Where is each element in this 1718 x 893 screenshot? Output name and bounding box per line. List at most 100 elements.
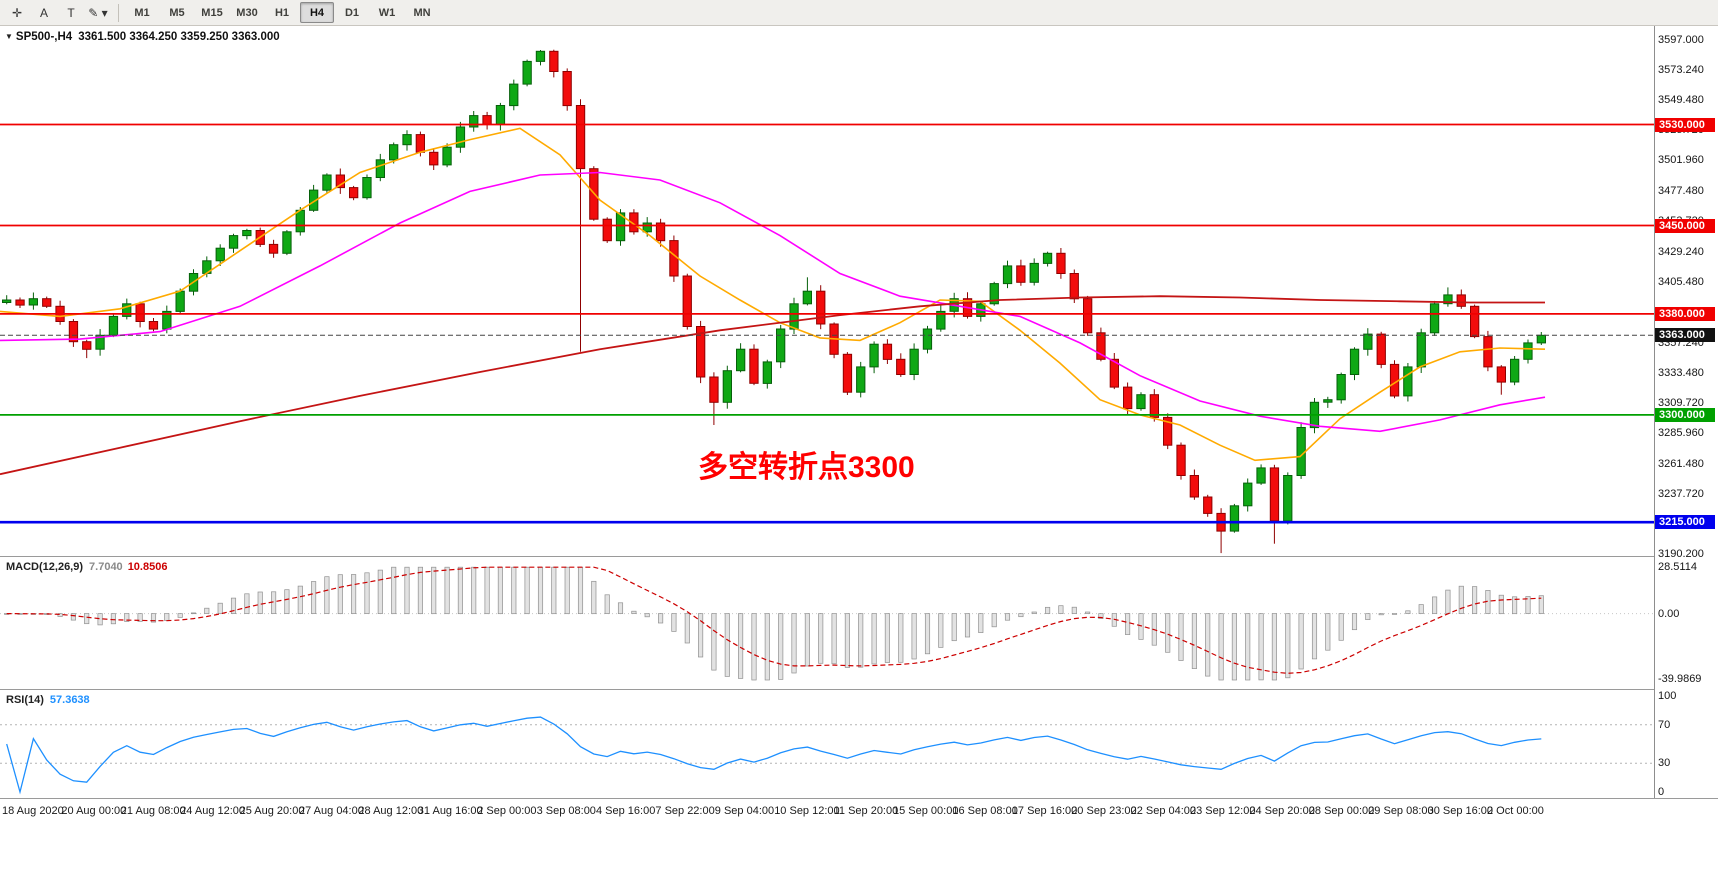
price-axis-label: -39.9869 xyxy=(1658,673,1702,685)
timeframe-button-m1[interactable]: M1 xyxy=(134,6,150,19)
timeframe-button-w1[interactable]: W1 xyxy=(378,6,396,19)
collapse-triangle-icon[interactable]: ▼ xyxy=(5,32,13,41)
panel-separator[interactable] xyxy=(0,798,1718,799)
ma-fast-orange[interactable] xyxy=(0,127,1546,462)
macd-histogram-bar xyxy=(1432,596,1438,614)
macd-histogram-bar xyxy=(204,607,210,614)
rsi-chart[interactable] xyxy=(0,690,1654,798)
macd-histogram-bar xyxy=(1351,613,1358,631)
macd-histogram-bar xyxy=(377,569,383,614)
candle-body xyxy=(2,299,12,303)
candle-body xyxy=(362,177,372,199)
text-box-button[interactable]: T xyxy=(67,5,75,20)
candle-body xyxy=(682,275,692,327)
candle-body xyxy=(242,230,252,237)
price-axis-label: 3429.240 xyxy=(1658,245,1704,258)
macd-histogram-bar xyxy=(1405,610,1411,614)
macd-histogram-bar xyxy=(137,613,143,622)
macd-histogram-bar xyxy=(644,613,650,618)
timeframe-button-mn[interactable]: MN xyxy=(413,6,431,19)
candle-body xyxy=(882,343,893,360)
candle-body xyxy=(736,348,746,372)
panel-separator[interactable] xyxy=(0,689,1718,690)
macd-histogram-bar xyxy=(190,612,197,615)
macd-histogram-bar xyxy=(658,613,664,624)
date-label: 21 Aug 08:00 xyxy=(120,805,186,817)
text-label-button[interactable]: A xyxy=(39,5,48,20)
price-axis[interactable]: 3597.0003573.2403549.4803525.7203501.960… xyxy=(1655,26,1718,798)
timeframe-button-h1[interactable]: H1 xyxy=(274,6,290,19)
candle-body xyxy=(122,303,132,317)
macd-histogram-bar xyxy=(110,613,116,625)
candle-body xyxy=(68,321,79,343)
date-label: 11 Sep 20:00 xyxy=(833,805,899,817)
draw-tools-button[interactable]: ✎ ▾ xyxy=(88,5,108,20)
macd-histogram-bar xyxy=(1085,611,1091,614)
candle-body xyxy=(1363,333,1373,350)
candle-body xyxy=(842,353,853,393)
candle-body xyxy=(268,243,279,254)
timeframe-button-m15[interactable]: M15 xyxy=(201,6,223,19)
candle-body xyxy=(1323,399,1333,403)
timeframe-button-m5[interactable]: M5 xyxy=(169,6,185,19)
ohlc-values: 3361.500 3364.250 3359.250 3363.000 xyxy=(78,31,280,43)
candle-body xyxy=(922,328,933,350)
annotation-text: 多空转折点3300 xyxy=(698,451,915,484)
macd-histogram-bar xyxy=(911,613,917,660)
candle-body xyxy=(335,174,346,189)
macd-histogram-bar xyxy=(631,610,637,614)
macd-histogram-bar xyxy=(577,566,584,614)
macd-histogram-bar xyxy=(831,613,837,665)
ma-mid-magenta[interactable] xyxy=(0,171,1546,433)
macd-histogram-bar xyxy=(591,580,597,615)
candle-body xyxy=(1483,336,1493,368)
macd-histogram-bar xyxy=(871,613,877,665)
timeframe-button-d1[interactable]: D1 xyxy=(344,6,360,19)
candle-body xyxy=(776,328,786,363)
date-label: 24 Sep 20:00 xyxy=(1249,805,1315,817)
candle-body xyxy=(228,235,239,249)
candle-body xyxy=(1336,374,1346,401)
price-level-badge-3300.000: 3300.000 xyxy=(1655,407,1715,422)
macd-histogram-bar xyxy=(417,566,423,615)
timeframe-button-m30[interactable]: M30 xyxy=(236,6,258,19)
macd-histogram-bar xyxy=(431,566,437,615)
candle-body xyxy=(602,218,612,242)
candle-body xyxy=(869,343,879,368)
timeframe-button-h4[interactable]: H4 xyxy=(300,2,334,23)
ma-slow-darkred[interactable] xyxy=(0,295,1545,476)
macd-histogram-bar xyxy=(778,613,784,680)
date-label: 28 Aug 12:00 xyxy=(358,805,424,817)
macd-chart[interactable] xyxy=(0,557,1654,689)
macd-histogram-bar xyxy=(951,613,957,642)
macd-main-value: 7.7040 xyxy=(89,561,123,573)
macd-histogram-bar xyxy=(1285,613,1291,679)
candle-body xyxy=(535,50,546,62)
candle-body xyxy=(1056,252,1066,275)
price-chart[interactable] xyxy=(0,26,1654,556)
candle-body xyxy=(1123,386,1133,410)
crosshair-button[interactable]: ✛ xyxy=(11,5,23,20)
candle-body xyxy=(696,326,706,378)
candle-body xyxy=(495,105,506,125)
timeframe-toolbar: M1 M5 M15 M30 H1 H4 D1 W1 MN xyxy=(125,2,440,23)
macd-histogram-bar xyxy=(1365,613,1371,620)
date-axis[interactable]: 18 Aug 2020 20 Aug 00:00 21 Aug 08:00 24 Au… xyxy=(0,799,1654,827)
macd-histogram-bar xyxy=(1338,613,1344,641)
panel-separator[interactable] xyxy=(0,556,1718,557)
macd-histogram-bar xyxy=(84,613,90,625)
date-label: 16 Sep 08:00 xyxy=(952,805,1018,817)
candle-body xyxy=(1163,416,1173,446)
macd-histogram-bar xyxy=(471,566,477,615)
candle-body xyxy=(1416,332,1426,368)
macd-histogram-bar xyxy=(364,572,370,614)
macd-histogram-bar xyxy=(751,613,757,681)
macd-histogram-bar xyxy=(297,585,303,614)
candle-body xyxy=(215,247,225,262)
price-axis-label: 3285.960 xyxy=(1658,426,1704,439)
macd-histogram-bar xyxy=(938,613,944,648)
date-label: 3 Sep 08:00 xyxy=(536,805,596,817)
macd-histogram-bar xyxy=(617,602,624,614)
current-price-badge: 3363.000 xyxy=(1655,328,1715,343)
candle-body xyxy=(1203,496,1213,514)
